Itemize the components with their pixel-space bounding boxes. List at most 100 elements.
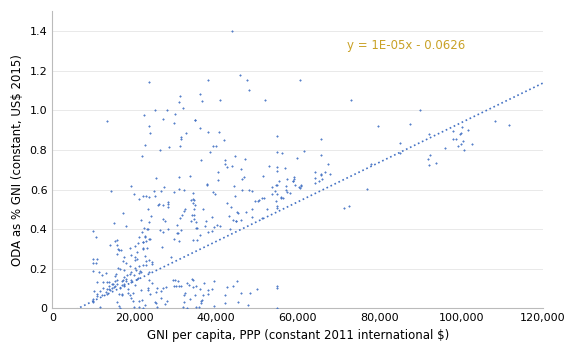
Point (203, 183, 212, 188)
Point (173, 279, 182, 284)
Point (344, 203, 353, 209)
Point (141, 193, 151, 199)
Point (243, 78, 252, 83)
Point (456, 130, 466, 136)
Point (209, 304, 219, 309)
Point (125, 245, 134, 251)
Point (145, 219, 154, 225)
Point (174, 174, 183, 180)
Point (179, 299, 188, 304)
Point (215, 129, 224, 134)
Point (181, 130, 190, 136)
Point (325, 172, 334, 177)
Point (174, 186, 183, 191)
Point (134, 234, 143, 239)
Point (272, 191, 282, 197)
Point (227, 163, 237, 168)
Point (463, 128, 472, 133)
Point (237, 176, 246, 181)
Point (132, 256, 141, 262)
Point (195, 286, 204, 292)
Point (209, 143, 218, 149)
Point (200, 281, 209, 286)
Point (159, 184, 168, 190)
Point (246, 290, 255, 295)
Point (197, 98, 206, 104)
Point (88, 229, 98, 234)
Point (272, 133, 282, 139)
Point (206, 149, 215, 155)
Point (296, 78, 305, 83)
Point (158, 229, 167, 235)
Point (88, 260, 98, 266)
Point (122, 223, 131, 229)
Point (137, 287, 146, 292)
Point (118, 258, 128, 263)
Point (149, 188, 159, 194)
Point (317, 172, 326, 178)
Point (213, 223, 222, 228)
Point (134, 270, 143, 276)
Point (138, 262, 148, 268)
Point (147, 280, 156, 286)
Point (140, 233, 149, 239)
Point (136, 269, 145, 274)
Point (178, 212, 187, 218)
Point (272, 305, 282, 311)
Point (92, 279, 102, 285)
Point (113, 237, 122, 243)
Point (163, 298, 172, 304)
Point (141, 143, 150, 148)
Point (137, 297, 147, 303)
Point (224, 213, 234, 219)
Point (283, 176, 292, 182)
Point (406, 121, 415, 127)
Point (282, 183, 291, 189)
Point (203, 130, 212, 135)
Point (143, 226, 152, 232)
Point (184, 283, 193, 288)
Point (156, 147, 165, 152)
Point (440, 145, 449, 150)
Point (281, 187, 290, 193)
Point (197, 158, 206, 163)
Point (102, 270, 111, 276)
Point (144, 226, 153, 232)
Point (347, 97, 356, 103)
Point (270, 188, 279, 193)
Point (310, 180, 320, 186)
Point (126, 270, 136, 275)
Point (137, 217, 146, 223)
Point (209, 278, 219, 284)
Point (234, 299, 243, 304)
Point (160, 219, 169, 224)
Point (178, 106, 188, 111)
Point (267, 184, 276, 190)
Point (121, 261, 130, 266)
Point (164, 144, 174, 150)
Point (157, 296, 166, 301)
Point (195, 91, 204, 97)
Point (316, 152, 325, 158)
Point (248, 206, 257, 212)
Point (247, 214, 256, 220)
Point (231, 218, 241, 224)
Point (190, 207, 199, 212)
Point (288, 179, 298, 184)
Point (448, 136, 457, 142)
Point (211, 143, 220, 149)
Point (140, 253, 149, 259)
Point (416, 107, 425, 113)
Point (179, 187, 189, 193)
Point (133, 249, 142, 255)
Point (126, 279, 136, 285)
Point (103, 118, 112, 124)
Point (250, 198, 259, 204)
Point (119, 267, 129, 273)
Point (189, 213, 198, 218)
Point (115, 305, 125, 311)
Point (288, 179, 298, 184)
Point (265, 163, 274, 169)
Point (88, 298, 98, 304)
Point (114, 246, 123, 252)
